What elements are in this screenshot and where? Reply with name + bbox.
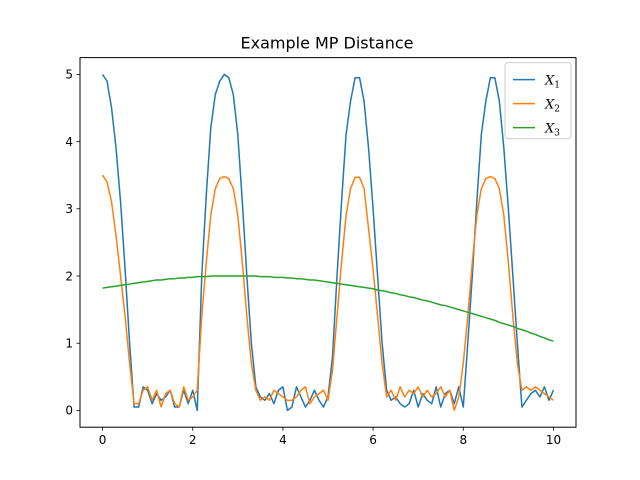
plot-frame bbox=[79, 57, 577, 428]
y-tick-label: 0 bbox=[65, 404, 73, 418]
x-axis: 0 2 4 6 8 10 bbox=[99, 427, 561, 447]
x-tick-label: 2 bbox=[189, 433, 197, 447]
series-layer bbox=[101, 73, 555, 412]
legend-label-subscript: 1 bbox=[554, 81, 560, 91]
legend-label-text: X bbox=[544, 122, 555, 137]
series-line-3 bbox=[102, 275, 554, 342]
legend-label-2: X2 bbox=[544, 98, 560, 115]
x-tick-label: 4 bbox=[279, 433, 287, 447]
legend-label-3: X3 bbox=[544, 122, 560, 139]
y-tick-label: 5 bbox=[65, 68, 73, 82]
y-axis: 0 1 2 3 4 5 bbox=[65, 68, 80, 418]
legend-label-subscript: 2 bbox=[554, 105, 560, 115]
legend-label-subscript: 3 bbox=[554, 129, 560, 139]
x-tick-label: 10 bbox=[546, 433, 561, 447]
series-line-1 bbox=[101, 73, 555, 412]
legend-label-1: X1 bbox=[544, 74, 560, 91]
series-line-2 bbox=[101, 174, 554, 412]
x-tick-label: 6 bbox=[369, 433, 377, 447]
legend-label-text: X bbox=[544, 98, 555, 113]
y-tick-label: 3 bbox=[65, 202, 73, 216]
x-tick-label: 0 bbox=[99, 433, 107, 447]
y-tick-label: 2 bbox=[65, 269, 73, 283]
legend-box bbox=[504, 62, 572, 140]
legend-label-text: X bbox=[544, 74, 555, 89]
x-tick-label: 8 bbox=[459, 433, 467, 447]
y-tick-label: 4 bbox=[65, 135, 73, 149]
chart-title: Example MP Distance bbox=[241, 34, 414, 53]
y-tick-label: 1 bbox=[65, 337, 73, 351]
